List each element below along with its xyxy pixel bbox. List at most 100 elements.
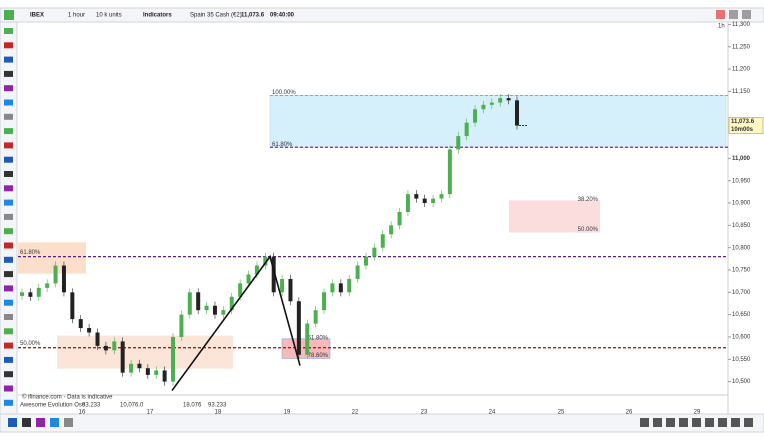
bottom-icon[interactable] [64, 418, 73, 427]
zone-label: 78.60% [308, 353, 329, 359]
candle-body [422, 198, 427, 204]
tool-icon[interactable] [4, 142, 13, 149]
y-tick-label: 10,650 [732, 312, 751, 318]
tool-icon[interactable] [4, 85, 13, 92]
candle-body [481, 104, 486, 110]
tool-icon[interactable] [4, 242, 13, 249]
tool-icon[interactable] [4, 185, 13, 192]
x-tick-label: 18 [215, 410, 222, 416]
candle-body [129, 363, 134, 373]
tool-icon[interactable] [4, 285, 13, 292]
candle-body [137, 363, 142, 369]
candle-body [196, 292, 201, 311]
interval-menu[interactable]: 1 hour [68, 13, 85, 19]
candle-body [28, 292, 33, 297]
x-tick-label: 24 [489, 410, 496, 416]
countdown-label: 10m00s [731, 127, 754, 133]
tool-icon[interactable] [4, 42, 13, 49]
candle-body [431, 198, 436, 204]
bottom-icon[interactable] [718, 418, 727, 427]
y-tick-label: 10,550 [732, 357, 751, 363]
tool-icon[interactable] [4, 356, 13, 363]
tool-icon[interactable] [4, 113, 13, 120]
tool-icon[interactable] [4, 371, 13, 378]
level-label: 61.80% [272, 142, 293, 148]
candle-body [20, 292, 24, 296]
bottom-icon[interactable] [679, 418, 688, 427]
zone-label: 61.80% [20, 250, 41, 256]
tool-icon[interactable] [4, 156, 13, 163]
instrument[interactable]: IBEX [30, 13, 44, 19]
candle-body [296, 301, 301, 355]
tool-icon[interactable] [4, 213, 13, 220]
market-price: 11,073.6 [241, 13, 265, 19]
tool-icon[interactable] [4, 256, 13, 263]
candle-body [389, 225, 394, 235]
oscillator-name: Awesome Evolution Osc [20, 403, 85, 409]
logo-icon[interactable] [4, 10, 14, 20]
x-tick-label: 29 [694, 410, 701, 416]
tool-icon[interactable] [4, 199, 13, 206]
bottom-toolbar [0, 413, 764, 433]
tool-icon[interactable] [4, 328, 13, 335]
candle-body [229, 296, 234, 311]
y-tick-label: 11,150 [732, 89, 751, 95]
candle-body [447, 149, 452, 195]
x-tick-label: 25 [558, 410, 565, 416]
candle-body [95, 332, 100, 346]
tool-icon[interactable] [4, 271, 13, 278]
bottom-icon[interactable] [8, 418, 17, 427]
zone-label: 50.00% [578, 227, 599, 233]
bottom-icon[interactable] [22, 418, 31, 427]
bottom-icon[interactable] [50, 418, 59, 427]
bottom-icon[interactable] [692, 418, 701, 427]
toolbar-icon[interactable] [742, 10, 751, 19]
tool-icon[interactable] [4, 342, 13, 349]
toolbar-icon[interactable] [729, 10, 738, 19]
bottom-icon[interactable] [36, 418, 45, 427]
tool-icon[interactable] [4, 99, 13, 106]
zigzag-line [171, 254, 301, 392]
market-name: Spain 35 Cash (€2) [190, 13, 242, 19]
candle-body [288, 278, 293, 302]
candle-body [212, 305, 217, 315]
candle-body [313, 310, 318, 324]
candle-body [238, 283, 243, 297]
candle-body [36, 287, 41, 297]
candle-body [87, 328, 92, 333]
tool-icon[interactable] [4, 228, 13, 235]
bottom-icon[interactable] [705, 418, 714, 427]
tool-icon[interactable] [4, 314, 13, 320]
bottom-icon[interactable] [731, 418, 740, 427]
tool-icon[interactable] [4, 128, 13, 135]
tool-icon[interactable] [4, 56, 13, 63]
tool-icon[interactable] [4, 171, 13, 177]
candle-body [439, 194, 444, 199]
bottom-icon[interactable] [666, 418, 675, 427]
candle-body [204, 305, 209, 311]
tool-icon[interactable] [4, 70, 13, 77]
tool-icon[interactable] [4, 299, 13, 306]
indicators-menu[interactable]: Indicators [143, 13, 172, 19]
size-menu[interactable]: 10 k units [96, 13, 122, 19]
toolbar-icon[interactable] [716, 10, 725, 19]
candle-body [162, 370, 167, 382]
y-tick-label: 10,500 [732, 379, 751, 385]
y-tick-label: 11,000 [732, 156, 751, 162]
candle-body [179, 314, 184, 337]
candle-body [363, 256, 368, 266]
candle-body [246, 274, 251, 284]
x-tick-label: 16 [79, 410, 86, 416]
bottom-icon[interactable] [640, 418, 649, 427]
tool-icon[interactable] [4, 385, 13, 392]
y-tick-label: 11,200 [732, 67, 751, 73]
bottom-icon[interactable] [653, 418, 662, 427]
candle-body [70, 292, 75, 320]
candle-body [414, 194, 419, 199]
timeframe-label: 1h [718, 24, 725, 30]
tool-icon[interactable] [4, 28, 13, 34]
bottom-icon[interactable] [744, 418, 753, 427]
tool-icon[interactable] [4, 399, 13, 406]
candle-body [498, 98, 503, 103]
